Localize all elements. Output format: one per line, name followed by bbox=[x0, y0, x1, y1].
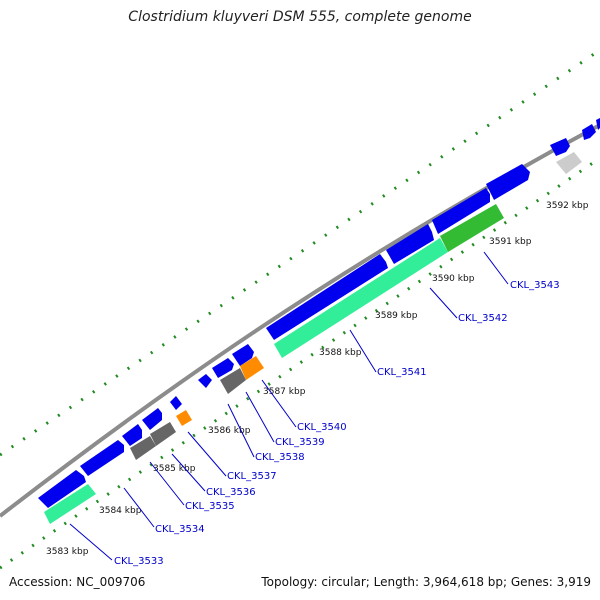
scale-label: 3590 kbp bbox=[432, 274, 475, 284]
scale-labels: 3583 kbp 3584 kbp 3585 kbp 3586 kbp 3587… bbox=[46, 201, 589, 557]
label-leader bbox=[123, 487, 155, 528]
scale-label: 3592 kbp bbox=[546, 201, 589, 211]
scale-label: 3585 kbp bbox=[153, 464, 196, 474]
forward-cds-track bbox=[38, 118, 600, 508]
scale-label: 3586 kbp bbox=[208, 426, 251, 436]
gene-label[interactable]: CKL_3539 bbox=[275, 437, 325, 448]
scale-label: 3584 kbp bbox=[99, 506, 142, 516]
gene-feature-orange[interactable] bbox=[176, 410, 192, 426]
label-leader bbox=[69, 523, 113, 561]
gene-label[interactable]: CKL_3533 bbox=[114, 556, 164, 567]
label-leader bbox=[483, 251, 509, 285]
genome-summary-text: Topology: circular; Length: 3,964,618 bp… bbox=[261, 575, 591, 589]
cds-arrow[interactable] bbox=[550, 138, 570, 156]
gene-label-leaders bbox=[69, 251, 509, 561]
cds-arrow[interactable] bbox=[266, 254, 388, 340]
inner-tick-track bbox=[0, 156, 600, 570]
scale-label: 3587 kbp bbox=[263, 387, 306, 397]
cds-arrow[interactable] bbox=[80, 440, 124, 476]
label-leader bbox=[171, 453, 206, 492]
gene-feature-darkgreen[interactable] bbox=[440, 204, 504, 252]
reverse-feature-track bbox=[44, 152, 582, 524]
gene-feature-green[interactable] bbox=[274, 238, 448, 358]
label-leader bbox=[187, 431, 227, 477]
gene-label[interactable]: CKL_3536 bbox=[206, 487, 256, 498]
cds-arrow[interactable] bbox=[38, 470, 86, 508]
cds-arrow[interactable] bbox=[198, 374, 212, 388]
scale-label: 3588 kbp bbox=[319, 348, 362, 358]
scale-label: 3589 kbp bbox=[375, 311, 418, 321]
scale-label: 3583 kbp bbox=[46, 547, 89, 557]
label-leader bbox=[429, 287, 458, 319]
gene-label[interactable]: CKL_3534 bbox=[155, 524, 205, 535]
label-leader bbox=[261, 379, 297, 428]
gene-label[interactable]: CKL_3537 bbox=[227, 471, 277, 482]
gene-labels: CKL_3533 CKL_3534 CKL_3535 CKL_3536 CKL_… bbox=[114, 280, 560, 567]
gene-feature-lightgray[interactable] bbox=[556, 152, 582, 174]
cds-arrow[interactable] bbox=[170, 396, 182, 410]
gene-label[interactable]: CKL_3540 bbox=[297, 422, 347, 433]
outer-tick-track bbox=[0, 48, 600, 457]
map-title: Clostridium kluyveri DSM 555, complete g… bbox=[128, 9, 472, 25]
gene-feature-gray[interactable] bbox=[220, 368, 246, 394]
gene-label[interactable]: CKL_3538 bbox=[255, 452, 305, 463]
cds-arrow[interactable] bbox=[212, 358, 234, 378]
label-leader bbox=[245, 391, 275, 443]
cds-arrow[interactable] bbox=[432, 188, 490, 234]
gene-label[interactable]: CKL_3535 bbox=[185, 501, 235, 512]
scale-label: 3591 kbp bbox=[489, 237, 532, 247]
gene-label[interactable]: CKL_3542 bbox=[458, 313, 508, 324]
gene-label[interactable]: CKL_3543 bbox=[510, 280, 560, 291]
gene-feature-orange[interactable] bbox=[240, 356, 264, 380]
label-leader bbox=[149, 461, 185, 506]
gene-feature-gray[interactable] bbox=[150, 422, 176, 446]
cds-arrow[interactable] bbox=[232, 344, 254, 366]
label-leader bbox=[349, 329, 377, 373]
cds-arrow[interactable] bbox=[596, 118, 600, 130]
cds-arrow[interactable] bbox=[582, 124, 596, 140]
cds-arrow[interactable] bbox=[122, 424, 142, 446]
gene-feature-gray[interactable] bbox=[130, 436, 156, 460]
cds-arrow[interactable] bbox=[486, 164, 530, 200]
cds-arrow[interactable] bbox=[386, 224, 434, 264]
accession-text: Accession: NC_009706 bbox=[9, 575, 146, 589]
cds-arrow[interactable] bbox=[142, 408, 162, 430]
gene-label[interactable]: CKL_3541 bbox=[377, 367, 427, 378]
gene-feature-green[interactable] bbox=[44, 484, 96, 524]
label-leader bbox=[227, 403, 255, 458]
